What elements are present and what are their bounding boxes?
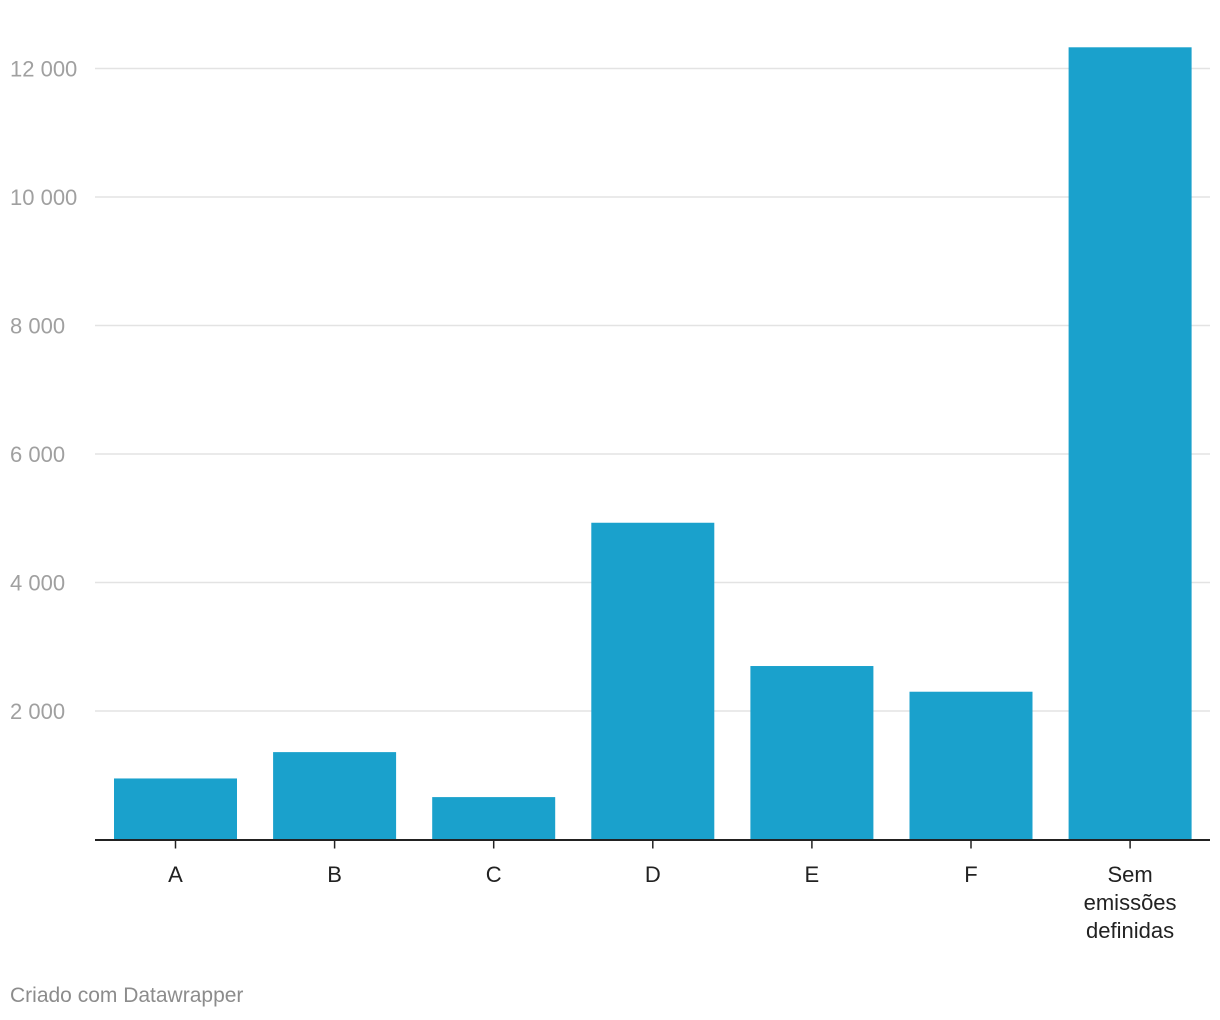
footer-credit: Criado com Datawrapper [10, 984, 244, 1007]
bar [1068, 47, 1192, 840]
x-tick-label: D [645, 862, 661, 887]
bar [114, 778, 237, 840]
bar [432, 797, 556, 840]
y-tick-label: 6 000 [10, 442, 65, 467]
bar [591, 522, 715, 840]
y-tick-label: 2 000 [10, 699, 65, 724]
y-tick-label: 12 000 [10, 57, 77, 82]
x-tick-label: C [486, 862, 502, 887]
x-axis-tick-labels: A B C D E F Sem emissões definidas [168, 862, 1176, 943]
x-tick-label: F [964, 862, 977, 887]
x-tick-label: Sem emissões definidas [1084, 862, 1177, 943]
bar [909, 691, 1033, 840]
y-tick-label: 4 000 [10, 571, 65, 596]
x-axis [95, 839, 1210, 849]
y-tick-label: 8 000 [10, 314, 65, 339]
bars [114, 47, 1192, 840]
bar-chart: 2 000 4 000 6 000 8 000 10 000 12 000 A B C D E F S… [10, 47, 1210, 943]
bar [750, 666, 874, 840]
x-tick-label: E [805, 862, 820, 887]
x-tick-label: A [168, 862, 183, 887]
y-tick-label: 10 000 [10, 185, 77, 210]
x-tick-label: B [327, 862, 342, 887]
bar [273, 752, 397, 840]
y-axis-tick-labels: 2 000 4 000 6 000 8 000 10 000 12 000 [10, 57, 77, 725]
